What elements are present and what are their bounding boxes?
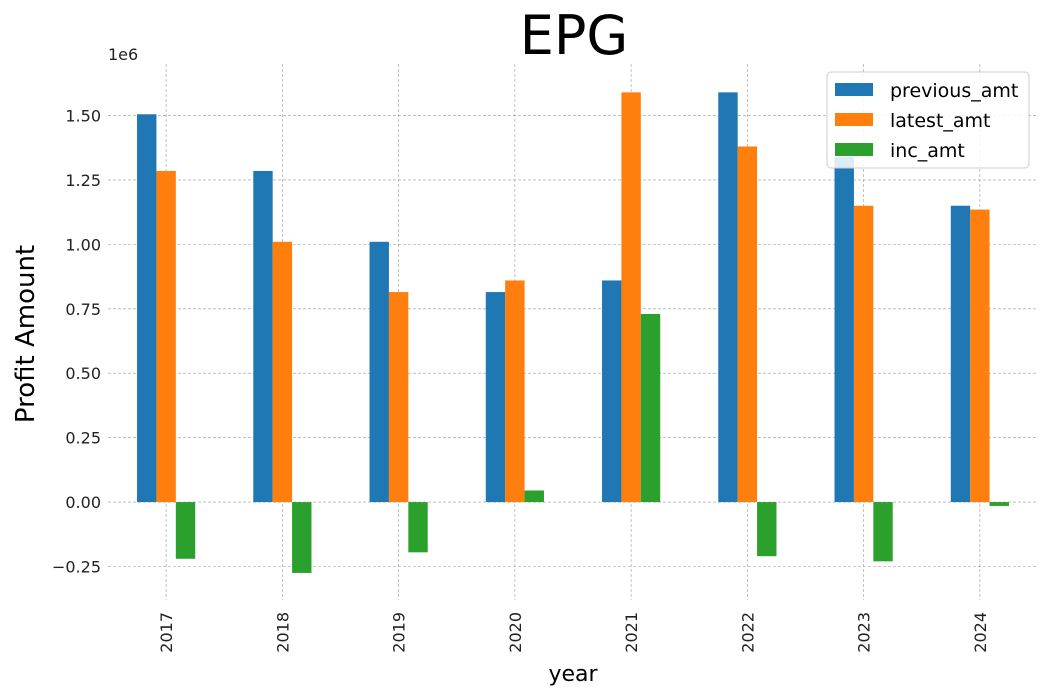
y-axis-title: Profit Amount <box>11 245 41 423</box>
legend-label-inc_amt: inc_amt <box>890 140 965 162</box>
legend: previous_amt latest_amt inc_amt <box>826 71 1030 169</box>
bar-inc_amt-2024 <box>989 502 1009 506</box>
x-axis-title: year <box>548 662 598 687</box>
bar-inc_amt-2021 <box>640 313 661 503</box>
legend-label-previous_amt: previous_amt <box>890 80 1018 102</box>
bar-latest_amt-2019 <box>388 292 409 503</box>
bar-inc_amt-2023 <box>873 502 893 562</box>
legend-label-latest_amt: latest_amt <box>890 110 991 132</box>
y-tick-label: 0.50 <box>65 364 101 383</box>
legend-swatch-inc_amt <box>835 143 873 156</box>
chart-title: EPG <box>520 4 629 67</box>
x-tick-label: 2019 <box>390 612 409 653</box>
x-tick-labels: 2017 2018 2019 2020 2021 2022 2023 2024 <box>157 612 990 653</box>
bar-previous_amt-2017 <box>137 114 157 503</box>
bar-previous_amt-2019 <box>369 241 389 503</box>
bar-latest_amt-2021 <box>621 92 641 503</box>
y-tick-label: −0.25 <box>52 558 101 577</box>
legend-swatch-latest_amt <box>835 113 873 126</box>
legend-box <box>826 71 1030 169</box>
x-tick-label: 2023 <box>855 612 874 653</box>
bar-latest_amt-2020 <box>505 280 525 503</box>
bar-latest_amt-2018 <box>272 241 293 503</box>
bar-previous_amt-2018 <box>253 170 273 503</box>
bar-previous_amt-2024 <box>950 205 971 503</box>
bar-previous_amt-2023 <box>834 156 854 503</box>
x-tick-label: 2022 <box>738 612 757 653</box>
bars <box>137 92 1009 573</box>
bar-latest_amt-2023 <box>853 205 874 503</box>
y-tick-label: 0.75 <box>65 300 101 319</box>
y-tick-label: 0.00 <box>65 493 101 512</box>
x-tick-label: 2020 <box>506 612 525 653</box>
bar-previous_amt-2021 <box>602 280 622 503</box>
x-tick-label: 2021 <box>622 612 641 653</box>
x-tick-label: 2017 <box>157 612 176 653</box>
y-tick-labels: −0.25 0.00 0.25 0.50 0.75 1.00 1.25 1.50 <box>52 107 101 577</box>
x-tick-label: 2024 <box>971 612 990 653</box>
legend-swatch-previous_amt <box>835 83 873 96</box>
bar-latest_amt-2017 <box>156 170 176 503</box>
x-tick-label: 2018 <box>273 612 292 653</box>
y-tick-label: 1.50 <box>65 107 101 126</box>
y-tick-label: 1.25 <box>65 171 101 190</box>
bar-inc_amt-2018 <box>292 502 312 573</box>
bar-inc_amt-2019 <box>408 502 428 553</box>
bar-inc_amt-2022 <box>757 502 777 557</box>
bar-inc_amt-2017 <box>175 502 196 559</box>
bar-latest_amt-2024 <box>970 209 990 503</box>
bar-latest_amt-2022 <box>737 146 758 503</box>
y-tick-label: 0.25 <box>65 429 101 448</box>
y-tick-label: 1.00 <box>65 235 101 254</box>
bar-previous_amt-2022 <box>718 92 738 503</box>
bar-inc_amt-2020 <box>524 490 544 503</box>
bar-previous_amt-2020 <box>485 292 506 503</box>
y-offset-label: 1e6 <box>108 45 138 64</box>
